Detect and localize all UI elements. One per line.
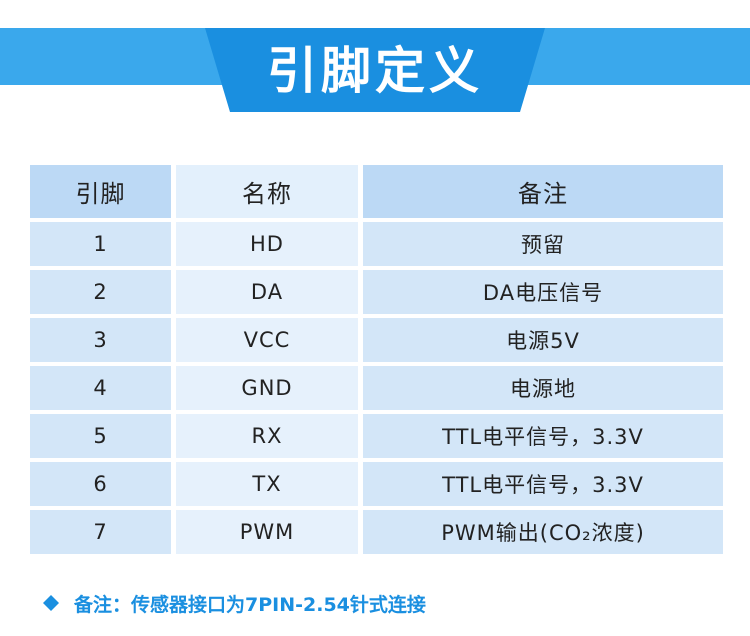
table-cell: 预留 bbox=[363, 222, 723, 266]
header-badge bbox=[205, 28, 545, 112]
table-cell: 电源地 bbox=[363, 366, 723, 410]
pin-table: 引脚 名称 备注 1 HD 预留 2 DA DA电压信号 3 VCC 电源5V 4 GND 电源地 5 RX TT… bbox=[30, 165, 723, 554]
table-cell: HD bbox=[176, 222, 358, 266]
table-cell: TTL电平信号，3.3V bbox=[363, 414, 723, 458]
table-cell: 3 bbox=[30, 318, 171, 362]
table-cell: PWM bbox=[176, 510, 358, 554]
table-cell: GND bbox=[176, 366, 358, 410]
column-header: 引脚 bbox=[30, 165, 171, 218]
table-cell: 4 bbox=[30, 366, 171, 410]
diamond-icon bbox=[43, 595, 59, 611]
table-cell: PWM输出(CO₂浓度) bbox=[363, 510, 723, 554]
table-cell: 1 bbox=[30, 222, 171, 266]
table-cell: TTL电平信号，3.3V bbox=[363, 462, 723, 506]
column-header: 名称 bbox=[176, 165, 358, 218]
page-title: 引脚定义 bbox=[267, 42, 483, 100]
table-cell: TX bbox=[176, 462, 358, 506]
note: 备注：传感器接口为7PIN-2.54针式连接 bbox=[42, 588, 426, 618]
note-text: 备注：传感器接口为7PIN-2.54针式连接 bbox=[74, 593, 426, 616]
table-cell: 7 bbox=[30, 510, 171, 554]
column-header: 备注 bbox=[363, 165, 723, 218]
table-cell: 6 bbox=[30, 462, 171, 506]
table-cell: VCC bbox=[176, 318, 358, 362]
table-cell: 2 bbox=[30, 270, 171, 314]
table-cell: 5 bbox=[30, 414, 171, 458]
badge-shape bbox=[205, 28, 545, 112]
table-cell: RX bbox=[176, 414, 358, 458]
table-cell: DA bbox=[176, 270, 358, 314]
table-cell: 电源5V bbox=[363, 318, 723, 362]
table-cell: DA电压信号 bbox=[363, 270, 723, 314]
